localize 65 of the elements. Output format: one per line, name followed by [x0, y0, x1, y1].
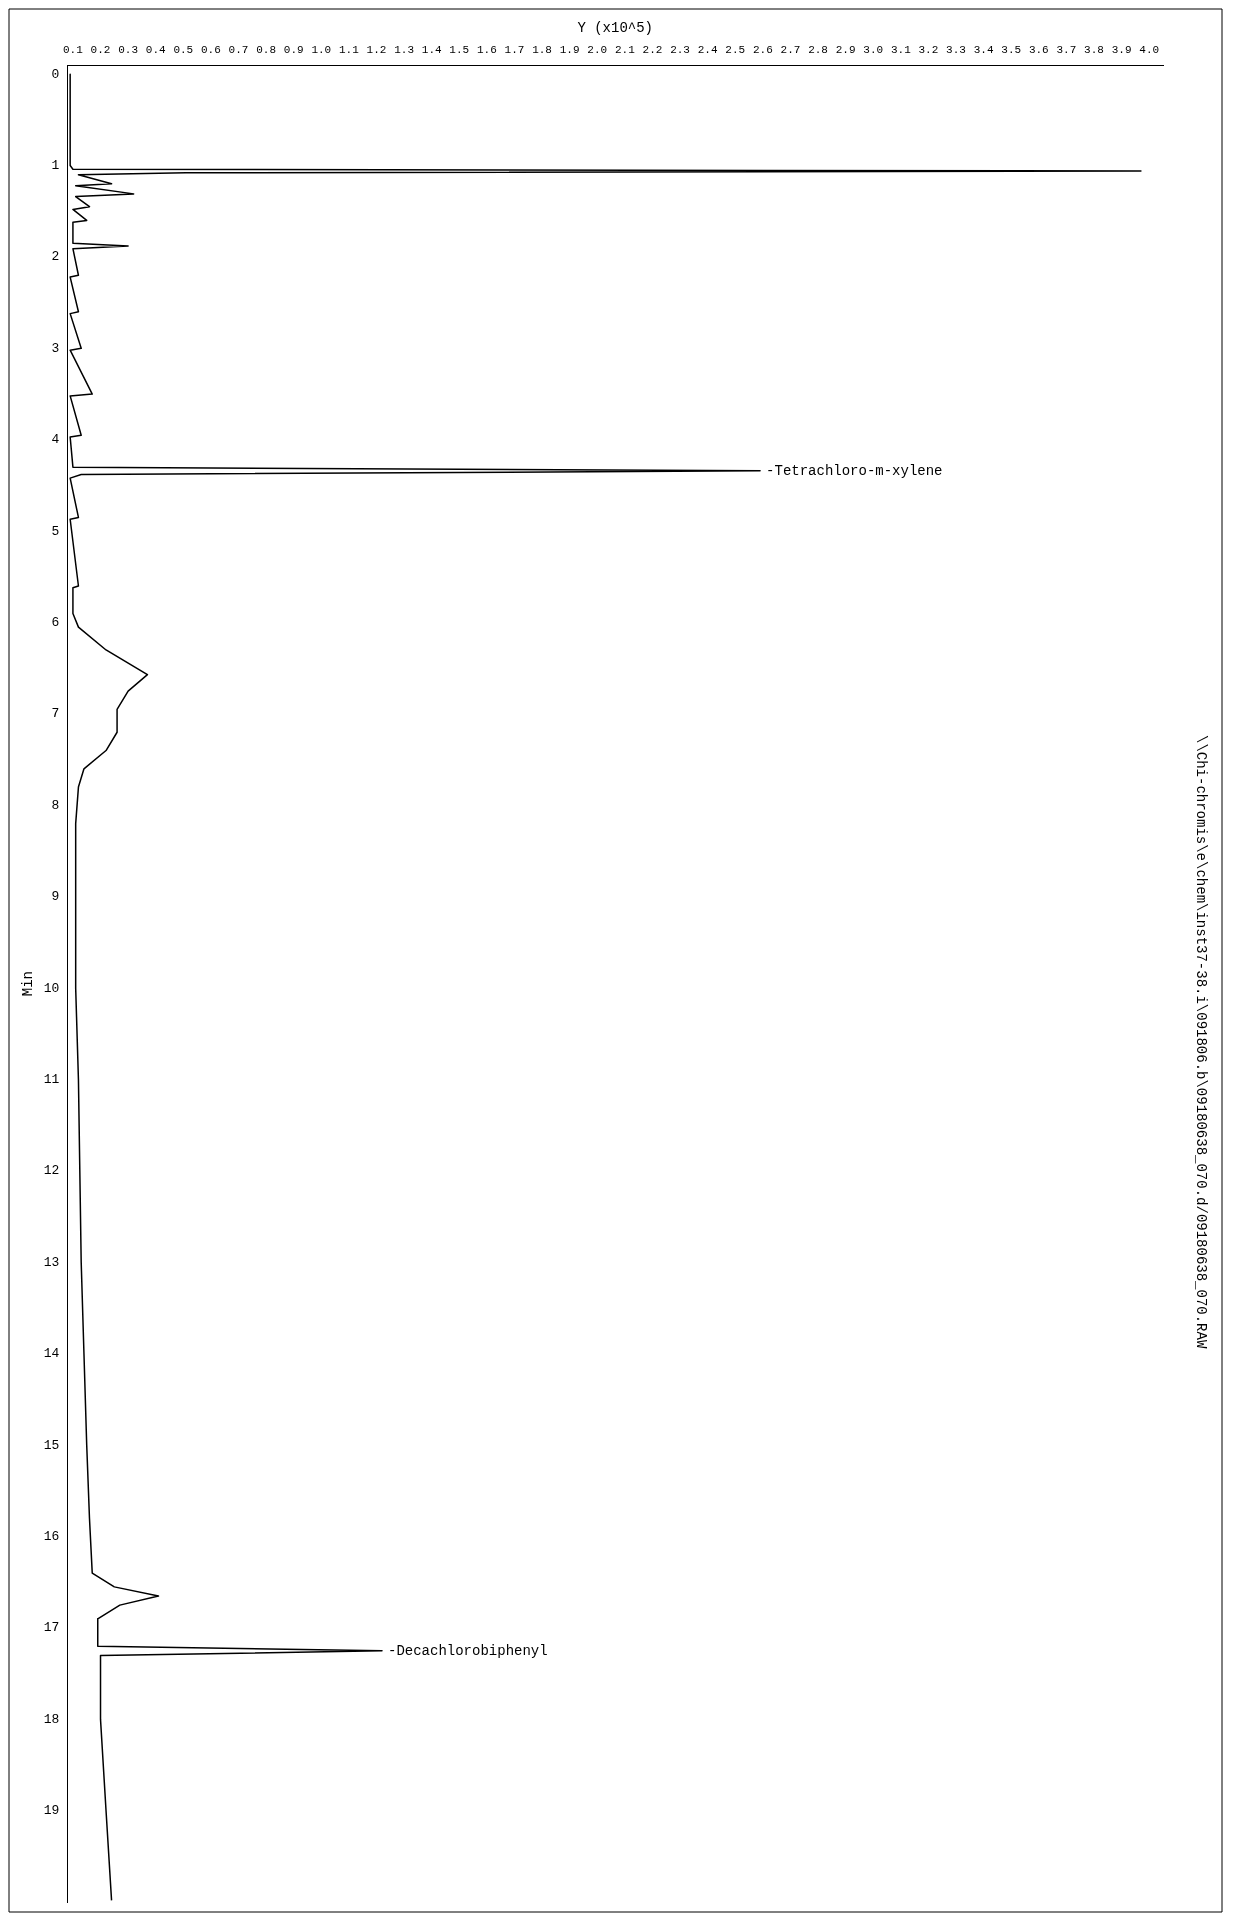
x-tick-label: 2.6	[752, 44, 773, 57]
x-tick-label: 3.7	[1056, 44, 1077, 57]
x-tick-label: 2.3	[670, 44, 690, 57]
x-tick-label: 1.3	[394, 44, 414, 57]
x-tick-label: 4.0	[1139, 44, 1160, 57]
x-tick-label: 0.7	[228, 44, 249, 57]
text: \\Chi-chromis\e\chem\inst37-38.i\091806.b\09180638_070.d/09180638_070.RAW	[1193, 735, 1210, 1349]
y-tick-label: 14	[43, 1346, 60, 1362]
x-tick-label: 2.8	[808, 44, 828, 57]
y-tick-label: 1	[51, 157, 60, 173]
x-tick-label: 0.8	[256, 44, 277, 57]
y-tick-label: 4	[51, 432, 60, 448]
x-tick-label: 1.6	[476, 44, 497, 57]
y-tick-label: 9	[51, 889, 60, 905]
y-tick-label: 19	[43, 1803, 60, 1819]
annotation: -Tetrachloro-m-xylene	[766, 462, 943, 479]
x-tick-label: 1.2	[366, 44, 387, 57]
x-tick-label: 0.1	[63, 44, 84, 57]
y-tick-label: 5	[51, 523, 60, 539]
y-tick-label: 12	[43, 1163, 60, 1179]
x-axis-title: Y (x10^5)	[577, 20, 654, 37]
x-tick-label: 3.6	[1028, 44, 1049, 57]
y-axis-title: Min	[20, 970, 37, 997]
x-tick-label: 2.5	[725, 44, 746, 57]
x-tick-label: 1.8	[532, 44, 552, 57]
x-tick-label: 2.7	[780, 44, 801, 57]
x-tick-label: 1.4	[421, 44, 442, 57]
x-tick-label: 0.2	[90, 44, 111, 57]
y-tick-label: 2	[51, 249, 60, 265]
x-tick-label: 2.0	[587, 44, 608, 57]
x-tick-label: 2.1	[614, 44, 636, 57]
x-tick-label: 0.4	[145, 44, 167, 57]
y-tick-label: 15	[43, 1437, 60, 1453]
y-tick-label: 11	[43, 1072, 60, 1088]
x-tick-label: 3.5	[1001, 44, 1022, 57]
y-tick-label: 13	[43, 1254, 60, 1270]
x-tick-label: 2.4	[697, 44, 718, 57]
x-tick-label: 0.3	[118, 44, 139, 57]
x-tick-label: 3.2	[918, 44, 939, 57]
x-tick-label: 0.6	[201, 44, 221, 57]
x-tick-label: 1.9	[559, 44, 580, 57]
x-tick-label: 0.5	[173, 44, 194, 57]
y-tick-label: 8	[51, 797, 60, 813]
y-tick-label: 18	[43, 1711, 60, 1727]
x-tick-label: 3.4	[973, 44, 994, 57]
x-tick-label: 3.0	[863, 44, 884, 57]
y-tick-label: 7	[51, 706, 60, 722]
x-tick-label: 1.5	[449, 44, 470, 57]
x-tick-label: 3.1	[890, 44, 912, 57]
y-tick-label: 10	[43, 980, 60, 996]
annotation: -Decachlorobiphenyl	[388, 1642, 548, 1659]
x-tick-label: 3.3	[946, 44, 966, 57]
x-tick-label: 2.2	[642, 44, 663, 57]
y-tick-label: 3	[51, 340, 60, 356]
x-tick-label: 0.9	[283, 44, 304, 57]
y-tick-label: 16	[43, 1529, 60, 1545]
y-tick-label: 0	[51, 66, 60, 82]
x-tick-label: 1.1	[338, 44, 360, 57]
x-tick-label: 1.7	[504, 44, 525, 57]
x-tick-label: 1.0	[311, 44, 332, 57]
y-tick-label: 6	[51, 615, 60, 630]
x-tick-label: 3.9	[1111, 44, 1132, 57]
x-tick-label: 2.9	[835, 44, 856, 57]
x-tick-label: 3.8	[1084, 44, 1104, 57]
y-tick-label: 17	[43, 1620, 60, 1636]
